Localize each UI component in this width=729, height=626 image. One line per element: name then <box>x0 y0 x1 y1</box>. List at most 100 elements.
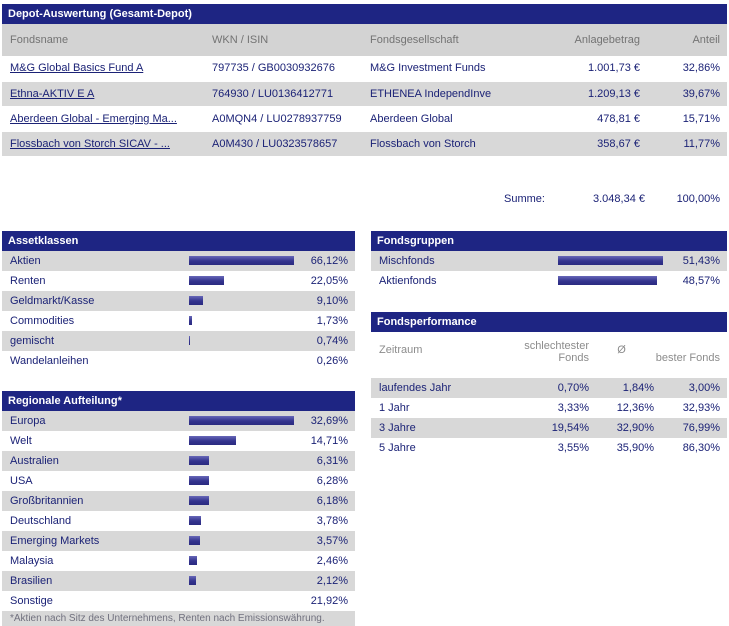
fund-share: 32,86% <box>647 56 727 82</box>
perf-average-value: 32,90% <box>616 421 654 434</box>
fund-row: Aberdeen Global - Emerging Ma... A0MQN4 /… <box>2 106 727 132</box>
fund-amount: 358,67 € <box>522 131 647 157</box>
regionale-percent: 6,18% <box>316 494 348 507</box>
fund-table: Fondsname WKN / ISIN Fondsgesellschaft A… <box>2 24 727 157</box>
bar-track <box>189 536 294 545</box>
bar-track <box>189 456 294 465</box>
column-header-anteil: Anteil <box>692 34 720 46</box>
assetklassen-percent: 22,05% <box>310 274 348 287</box>
column-header-wkn-isin: WKN / ISIN <box>212 34 269 46</box>
regionale-label: Australien <box>10 454 59 467</box>
fund-name-cell: Aberdeen Global - Emerging Ma... <box>2 106 204 132</box>
performance-row: 3 Jahre 19,54% 32,90% 76,99% <box>371 417 727 438</box>
fund-name-cell: Ethna-AKTIV E A <box>2 81 204 107</box>
regionale-label: Sonstige <box>10 594 53 607</box>
bar-track <box>189 336 294 345</box>
bar-track <box>189 436 294 445</box>
bar-track <box>189 596 294 605</box>
regionale-label: Deutschland <box>10 514 72 527</box>
regionale-rows: Europa 32,69% Welt 14,71% Australien 6,31% USA… <box>2 410 355 611</box>
regionale-percent: 2,12% <box>316 574 348 587</box>
assetklassen-label: Aktien <box>10 254 41 267</box>
bar <box>189 316 192 325</box>
regionale-percent: 3,57% <box>316 534 348 547</box>
fund-wkn-isin: 797735 / GB0030932676 <box>204 56 362 82</box>
right-column: Fondsgruppen Mischfonds 51,43% Aktienfonds… <box>371 230 727 458</box>
regionale-row: Großbritannien 6,18% <box>2 490 355 511</box>
fund-amount: 1.209,13 € <box>522 81 647 107</box>
bar <box>558 276 658 285</box>
regionale-row: Australien 6,31% <box>2 450 355 471</box>
bar <box>189 436 237 445</box>
fondsgruppen-title: Fondsgruppen <box>371 230 727 251</box>
performance-row: 5 Jahre 3,55% 35,90% 86,30% <box>371 438 727 458</box>
perf-worst-value: 0,70% <box>557 381 589 394</box>
fund-wkn-isin: A0M430 / LU0323578657 <box>204 131 362 157</box>
bar <box>558 256 663 265</box>
bar <box>189 296 204 305</box>
regionale-label: Malaysia <box>10 554 54 567</box>
bar-track <box>558 276 663 285</box>
summe-amount: 3.048,34 € <box>593 192 645 205</box>
bar <box>189 336 191 345</box>
regionale-row: Sonstige 21,92% <box>2 591 355 611</box>
perf-zeitraum: 3 Jahre <box>379 421 416 434</box>
perf-best-value: 76,99% <box>682 421 720 434</box>
assetklassen-row: gemischt 0,74% <box>2 330 355 351</box>
perf-average-value: 12,36% <box>616 401 654 414</box>
column-header-anlagebetrag: Anlagebetrag <box>574 34 640 46</box>
regionale-label: Emerging Markets <box>10 534 100 547</box>
assetklassen-percent: 9,10% <box>316 294 348 307</box>
regionale-row: Emerging Markets 3,57% <box>2 530 355 551</box>
bar-track <box>189 276 294 285</box>
perf-header-worst: schlechtester Fonds <box>524 339 589 364</box>
bar-track <box>189 256 294 265</box>
fund-share: 15,71% <box>647 106 727 132</box>
fondsperformance-title: Fondsperformance <box>371 311 727 332</box>
assetklassen-label: Geldmarkt/Kasse <box>10 294 95 307</box>
bar-track <box>189 576 294 585</box>
bar-track <box>189 296 294 305</box>
fund-wkn-isin: A0MQN4 / LU0278937759 <box>204 106 362 132</box>
fund-table-header-row: Fondsname WKN / ISIN Fondsgesellschaft A… <box>2 24 727 56</box>
regionale-label: Brasilien <box>10 574 53 587</box>
assetklassen-row: Aktien 66,12% <box>2 250 355 271</box>
bar <box>189 256 294 265</box>
regionale-percent: 32,69% <box>310 414 348 427</box>
performance-rows: laufendes Jahr 0,70% 1,84% 3,00% 1 Jahr 3,33%… <box>371 377 727 458</box>
regionale-label: Großbritannien <box>10 494 84 507</box>
fondsgruppen-row: Aktienfonds 48,57% <box>371 271 727 291</box>
bar <box>189 576 196 585</box>
perf-zeitraum: 1 Jahr <box>379 401 410 414</box>
bar <box>189 516 202 525</box>
fund-amount: 478,81 € <box>522 106 647 132</box>
fondsgruppen-label: Aktienfonds <box>379 274 437 287</box>
bar <box>189 496 209 505</box>
bar <box>189 556 197 565</box>
fund-company: Flossbach von Storch <box>362 131 522 157</box>
bar-track <box>189 556 294 565</box>
fund-name-link[interactable]: Ethna-AKTIV E A <box>10 87 95 100</box>
summe-share: 100,00% <box>676 192 720 205</box>
perf-average-value: 1,84% <box>622 381 654 394</box>
fund-amount: 1.001,73 € <box>522 56 647 82</box>
assetklassen-percent: 66,12% <box>310 254 348 267</box>
bar-track <box>189 316 294 325</box>
regionale-title: Regionale Aufteilung* <box>2 390 355 411</box>
fund-name-link[interactable]: M&G Global Basics Fund A <box>10 62 144 75</box>
perf-zeitraum: laufendes Jahr <box>379 381 452 394</box>
regionale-percent: 6,31% <box>316 454 348 467</box>
bar-track <box>189 476 294 485</box>
left-column: Assetklassen Aktien 66,12% Renten 22,05% Gel… <box>2 230 355 626</box>
regionale-label: Welt <box>10 434 32 447</box>
fund-company: M&G Investment Funds <box>362 56 522 82</box>
summe-row: Summe: 3.048,34 € 100,00% <box>2 187 727 211</box>
fund-name-link[interactable]: Aberdeen Global - Emerging Ma... <box>10 112 177 125</box>
fund-name-link[interactable]: Flossbach von Storch SICAV - ... <box>10 137 170 150</box>
assetklassen-label: Commodities <box>10 314 75 327</box>
bar-track <box>189 516 294 525</box>
bar <box>189 276 224 285</box>
lower-sections: Assetklassen Aktien 66,12% Renten 22,05% Gel… <box>2 230 727 626</box>
fondsgruppen-rows: Mischfonds 51,43% Aktienfonds 48,57% <box>371 250 727 291</box>
